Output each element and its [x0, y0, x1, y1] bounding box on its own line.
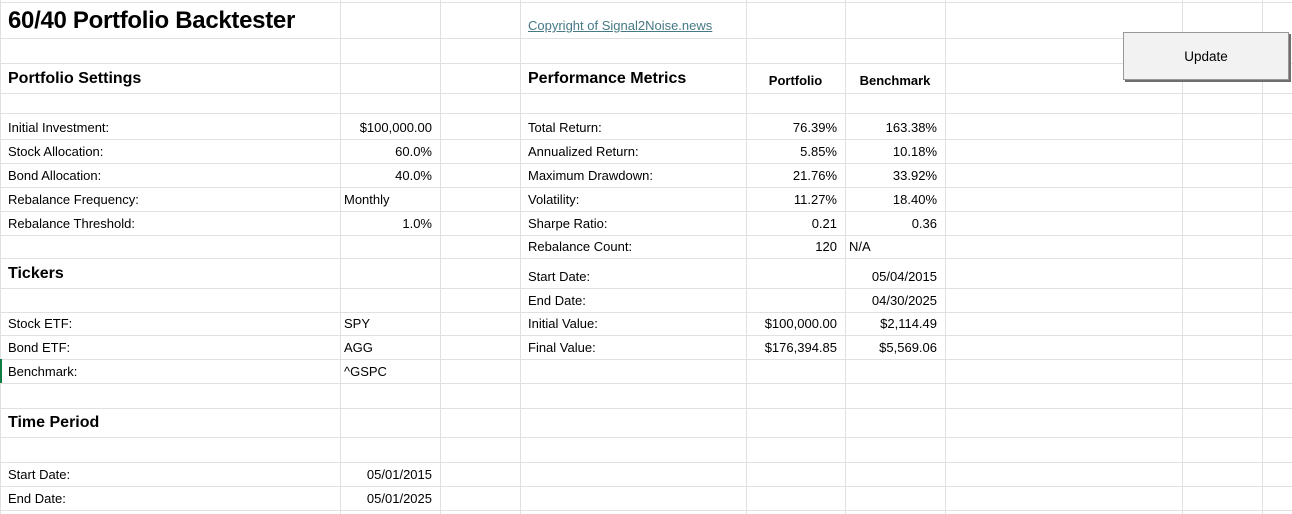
maximum-drawdown-benchmark[interactable]: 33.92%: [892, 168, 937, 183]
bond-etf-label: Bond ETF:: [8, 340, 71, 355]
initial-investment-label: Initial Investment:: [8, 120, 110, 135]
total-return-portfolio[interactable]: 76.39%: [792, 120, 837, 135]
annualized-return-portfolio[interactable]: 5.85%: [800, 144, 837, 159]
copyright-link-cell: Copyright of Signal2Noise.news: [528, 0, 778, 38]
sharpe-ratio-portfolio[interactable]: 0.21: [811, 216, 837, 231]
end-date-value[interactable]: 05/01/2025: [366, 491, 432, 506]
final-value-benchmark[interactable]: $5,569.06: [879, 340, 937, 355]
total-return-label: Total Return:: [528, 120, 602, 135]
initial-value-benchmark[interactable]: $2,114.49: [880, 316, 937, 331]
maximum-drawdown-label: Maximum Drawdown:: [528, 168, 653, 183]
stock-allocation-value[interactable]: 60.0%: [395, 144, 432, 159]
update-button[interactable]: Update: [1123, 32, 1289, 80]
volatility-label: Volatility:: [528, 192, 580, 207]
rebalance-count-label: Rebalance Count:: [528, 239, 633, 254]
stock-allocation-label: Stock Allocation:: [8, 144, 104, 159]
page-title: 60/40 Portfolio Backtester: [8, 7, 295, 34]
copyright-link[interactable]: Copyright of Signal2Noise.news: [528, 18, 713, 33]
initial-value-portfolio[interactable]: $100,000.00: [764, 316, 837, 331]
end-date-label: End Date:: [8, 491, 66, 506]
benchmark-column-header: Benchmark: [859, 73, 931, 88]
start-date-label: Start Date:: [8, 467, 71, 482]
final-value-label: Final Value:: [528, 340, 596, 355]
metrics-end-date-label: End Date:: [528, 293, 586, 308]
stock-etf-value[interactable]: SPY: [344, 316, 371, 331]
time-period-heading: Time Period: [8, 414, 100, 431]
stock-etf-label: Stock ETF:: [8, 316, 73, 331]
metrics-start-date-value[interactable]: 05/04/2015: [871, 269, 937, 284]
rebalance-frequency-value[interactable]: Monthly: [344, 192, 390, 207]
update-button-label: Update: [1184, 48, 1228, 64]
portfolio-settings-heading: Portfolio Settings: [8, 70, 142, 87]
tickers-heading: Tickers: [8, 265, 64, 282]
bond-allocation-value[interactable]: 40.0%: [395, 168, 432, 183]
total-return-benchmark[interactable]: 163.38%: [885, 120, 937, 135]
performance-metrics-heading: Performance Metrics: [528, 70, 687, 87]
maximum-drawdown-portfolio[interactable]: 21.76%: [792, 168, 837, 183]
bond-allocation-label: Bond Allocation:: [8, 168, 102, 183]
metrics-end-date-value[interactable]: 04/30/2025: [871, 293, 937, 308]
volatility-portfolio[interactable]: 11.27%: [793, 192, 837, 207]
volatility-benchmark[interactable]: 18.40%: [892, 192, 937, 207]
final-value-portfolio[interactable]: $176,394.85: [764, 340, 837, 355]
benchmark-ticker-label: Benchmark:: [8, 364, 78, 379]
rebalance-threshold-value[interactable]: 1.0%: [402, 216, 432, 231]
start-date-value[interactable]: 05/01/2015: [366, 467, 432, 482]
annualized-return-benchmark[interactable]: 10.18%: [892, 144, 937, 159]
selected-cell-border: [0, 359, 2, 383]
portfolio-column-header: Portfolio: [768, 73, 823, 88]
bond-etf-value[interactable]: AGG: [344, 340, 373, 355]
rebalance-frequency-label: Rebalance Frequency:: [8, 192, 139, 207]
sharpe-ratio-benchmark[interactable]: 0.36: [911, 216, 937, 231]
annualized-return-label: Annualized Return:: [528, 144, 639, 159]
initial-value-label: Initial Value:: [528, 316, 598, 331]
initial-investment-value[interactable]: $100,000.00: [359, 120, 432, 135]
metrics-start-date-label: Start Date:: [528, 269, 591, 284]
rebalance-count-benchmark[interactable]: N/A: [849, 239, 871, 254]
benchmark-ticker-value[interactable]: ^GSPC: [344, 364, 387, 379]
sharpe-ratio-label: Sharpe Ratio:: [528, 216, 608, 231]
rebalance-threshold-label: Rebalance Threshold:: [8, 216, 135, 231]
rebalance-count-portfolio[interactable]: 120: [815, 239, 837, 254]
